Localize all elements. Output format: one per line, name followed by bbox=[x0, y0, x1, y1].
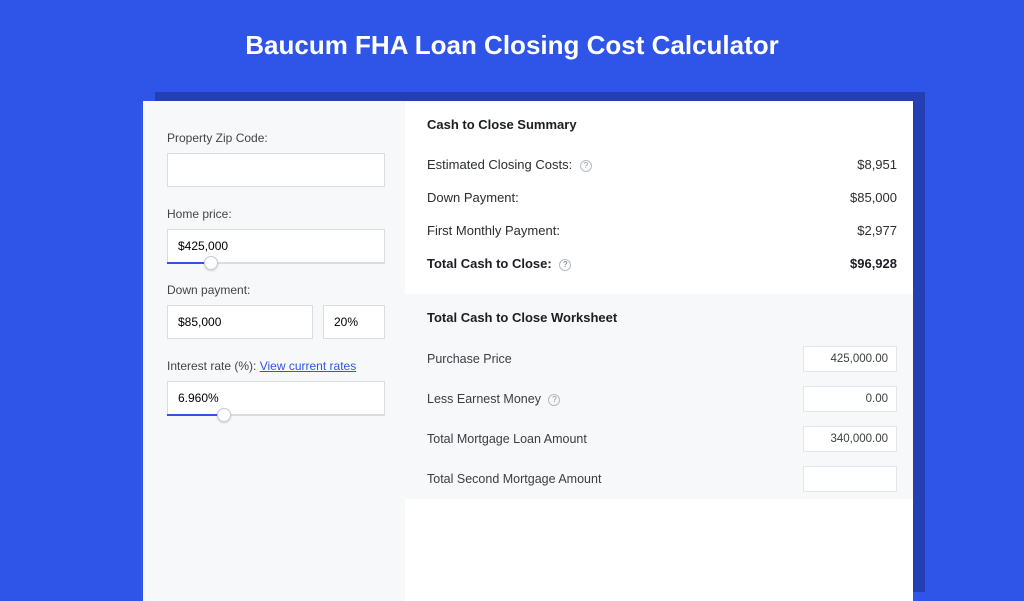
help-icon[interactable]: ? bbox=[548, 394, 560, 406]
calculator-card: Property Zip Code: Home price: Down paym… bbox=[143, 101, 913, 601]
help-icon[interactable]: ? bbox=[580, 160, 592, 172]
summary-row-down-payment: Down Payment: $85,000 bbox=[427, 181, 897, 214]
summary-value: $96,928 bbox=[850, 256, 897, 271]
summary-value: $2,977 bbox=[857, 223, 897, 238]
slider-thumb[interactable] bbox=[204, 256, 218, 270]
page-title: Baucum FHA Loan Closing Cost Calculator bbox=[0, 0, 1024, 83]
slider-thumb[interactable] bbox=[217, 408, 231, 422]
interest-rate-label-text: Interest rate (%): bbox=[167, 359, 256, 373]
ws-label: Purchase Price bbox=[427, 352, 512, 366]
home-price-input[interactable] bbox=[167, 229, 385, 263]
results-panel: Cash to Close Summary Estimated Closing … bbox=[405, 101, 913, 601]
summary-row-total: Total Cash to Close: ? $96,928 bbox=[427, 247, 897, 280]
summary-label: Total Cash to Close: bbox=[427, 256, 552, 271]
worksheet-row-mortgage: Total Mortgage Loan Amount 340,000.00 bbox=[427, 419, 897, 459]
worksheet-row-earnest: Less Earnest Money ? 0.00 bbox=[427, 379, 897, 419]
summary-title: Cash to Close Summary bbox=[427, 117, 897, 132]
field-home-price: Home price: bbox=[167, 207, 385, 263]
zip-input[interactable] bbox=[167, 153, 385, 187]
inputs-panel: Property Zip Code: Home price: Down paym… bbox=[143, 101, 405, 601]
ws-label: Total Second Mortgage Amount bbox=[427, 472, 601, 486]
worksheet-row-second-mortgage: Total Second Mortgage Amount bbox=[427, 459, 897, 499]
down-payment-label: Down payment: bbox=[167, 283, 385, 297]
slider-fill bbox=[167, 414, 224, 416]
worksheet-panel: Total Cash to Close Worksheet Purchase P… bbox=[405, 294, 913, 499]
worksheet-title: Total Cash to Close Worksheet bbox=[427, 310, 897, 325]
ws-value bbox=[803, 466, 897, 492]
summary-label: First Monthly Payment: bbox=[427, 223, 560, 238]
ws-value: 0.00 bbox=[803, 386, 897, 412]
help-icon[interactable]: ? bbox=[559, 259, 571, 271]
interest-rate-label: Interest rate (%): View current rates bbox=[167, 359, 385, 373]
interest-rate-slider[interactable] bbox=[167, 381, 385, 415]
summary-row-closing-costs: Estimated Closing Costs: ? $8,951 bbox=[427, 148, 897, 181]
view-rates-link[interactable]: View current rates bbox=[260, 359, 357, 373]
ws-value: 340,000.00 bbox=[803, 426, 897, 452]
summary-row-first-payment: First Monthly Payment: $2,977 bbox=[427, 214, 897, 247]
summary-value: $85,000 bbox=[850, 190, 897, 205]
summary-label: Estimated Closing Costs: bbox=[427, 157, 572, 172]
interest-rate-input[interactable] bbox=[167, 381, 385, 415]
zip-label: Property Zip Code: bbox=[167, 131, 385, 145]
field-down-payment: Down payment: bbox=[167, 283, 385, 339]
field-interest-rate: Interest rate (%): View current rates bbox=[167, 359, 385, 415]
down-payment-pct-input[interactable] bbox=[323, 305, 385, 339]
home-price-slider[interactable] bbox=[167, 229, 385, 263]
field-zip: Property Zip Code: bbox=[167, 131, 385, 187]
summary-label: Down Payment: bbox=[427, 190, 519, 205]
ws-value: 425,000.00 bbox=[803, 346, 897, 372]
summary-value: $8,951 bbox=[857, 157, 897, 172]
ws-label: Less Earnest Money bbox=[427, 392, 541, 406]
home-price-label: Home price: bbox=[167, 207, 385, 221]
worksheet-row-purchase: Purchase Price 425,000.00 bbox=[427, 339, 897, 379]
ws-label: Total Mortgage Loan Amount bbox=[427, 432, 587, 446]
down-payment-input[interactable] bbox=[167, 305, 313, 339]
